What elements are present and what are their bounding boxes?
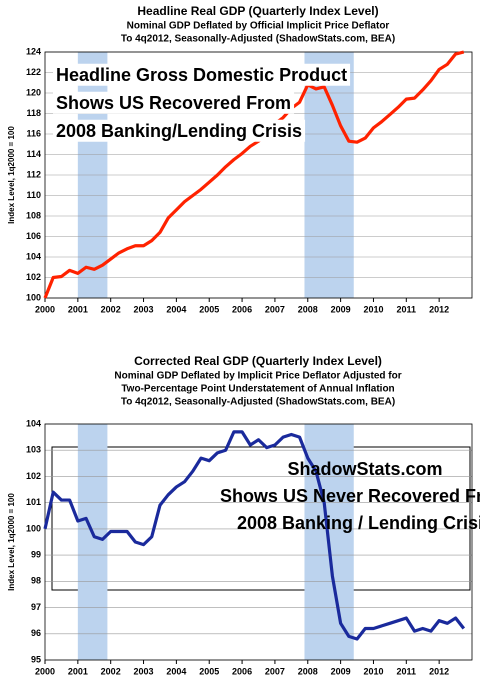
annotation: Headline Gross Domestic Product bbox=[56, 65, 347, 85]
y-tick-label: 112 bbox=[26, 169, 41, 179]
y-tick-label: 102 bbox=[26, 471, 41, 481]
y-tick-label: 102 bbox=[26, 272, 41, 282]
x-tick-label: 2000 bbox=[35, 666, 55, 676]
data-line bbox=[43, 50, 465, 299]
x-tick-label: 2007 bbox=[265, 666, 285, 676]
x-tick-label: 2004 bbox=[166, 304, 186, 314]
y-tick-label: 104 bbox=[26, 251, 41, 261]
y-tick-label: 106 bbox=[26, 231, 41, 241]
x-tick-label: 2011 bbox=[397, 666, 417, 676]
chart-title: Corrected Real GDP (Quarterly Index Leve… bbox=[134, 354, 382, 368]
annotation: ShadowStats.com bbox=[287, 459, 442, 479]
y-tick-label: 96 bbox=[31, 628, 41, 638]
x-tick-label: 2012 bbox=[429, 304, 449, 314]
y-tick-label: 100 bbox=[26, 292, 41, 302]
annotation: Shows US Never Recovered From bbox=[220, 486, 480, 506]
y-tick-label: 95 bbox=[31, 654, 41, 664]
x-tick-label: 2008 bbox=[298, 666, 318, 676]
x-tick-label: 2010 bbox=[363, 666, 383, 676]
annotation-bg bbox=[53, 63, 351, 86]
x-tick-label: 2004 bbox=[166, 666, 186, 676]
annotation: Shows US Recovered From bbox=[56, 93, 291, 113]
chart-title: Headline Real GDP (Quarterly Index Level… bbox=[137, 4, 378, 18]
chart-subtitle: To 4q2012, Seasonally-Adjusted (ShadowSt… bbox=[121, 397, 395, 408]
chart-subtitle: Two-Percentage Point Understatement of A… bbox=[121, 384, 394, 395]
x-tick-label: 2003 bbox=[134, 666, 154, 676]
chart-subtitle: Nominal GDP Deflated by Official Implici… bbox=[127, 21, 390, 32]
x-tick-label: 2002 bbox=[101, 666, 121, 676]
y-tick-label: 110 bbox=[26, 190, 41, 200]
y-tick-label: 98 bbox=[31, 576, 41, 586]
x-tick-label: 2006 bbox=[232, 304, 252, 314]
chart-subtitle: Nominal GDP Deflated by Implicit Price D… bbox=[114, 371, 401, 382]
x-tick-label: 2003 bbox=[134, 304, 154, 314]
x-tick-label: 2006 bbox=[232, 666, 252, 676]
y-tick-label: 118 bbox=[26, 108, 41, 118]
y-tick-label: 120 bbox=[26, 87, 41, 97]
x-tick-label: 2005 bbox=[199, 304, 219, 314]
x-tick-label: 2000 bbox=[35, 304, 55, 314]
x-tick-label: 2007 bbox=[265, 304, 285, 314]
y-tick-label: 100 bbox=[26, 523, 41, 533]
y-tick-label: 116 bbox=[26, 128, 41, 138]
annotation-box bbox=[51, 446, 471, 591]
annotation-bg bbox=[53, 119, 306, 142]
y-tick-label: 122 bbox=[26, 67, 41, 77]
y-tick-label: 101 bbox=[26, 497, 41, 507]
data-line bbox=[43, 430, 466, 641]
x-tick-label: 2001 bbox=[68, 304, 88, 314]
y-tick-label: 104 bbox=[26, 418, 41, 428]
x-tick-label: 2010 bbox=[363, 304, 383, 314]
y-axis-label: Index Level, 1q2000 = 100 bbox=[7, 493, 16, 591]
y-tick-label: 124 bbox=[26, 46, 41, 56]
x-tick-label: 2009 bbox=[331, 304, 351, 314]
x-tick-label: 2005 bbox=[199, 666, 219, 676]
annotation-bg bbox=[53, 91, 295, 114]
y-axis-label: Index Level, 1q2000 = 100 bbox=[7, 126, 16, 224]
plot-frame bbox=[44, 51, 473, 299]
annotation: 2008 Banking/Lending Crisis bbox=[56, 121, 302, 141]
y-tick-label: 103 bbox=[26, 445, 41, 455]
x-tick-label: 2008 bbox=[298, 304, 318, 314]
x-tick-label: 2001 bbox=[68, 666, 88, 676]
x-tick-label: 2011 bbox=[397, 304, 417, 314]
y-tick-label: 99 bbox=[31, 549, 41, 559]
x-tick-label: 2002 bbox=[101, 304, 121, 314]
shaded-period bbox=[77, 424, 108, 660]
chart-subtitle: To 4q2012, Seasonally-Adjusted (ShadowSt… bbox=[121, 34, 395, 45]
y-tick-label: 108 bbox=[26, 210, 41, 220]
plot-frame bbox=[44, 423, 473, 661]
x-tick-label: 2012 bbox=[429, 666, 449, 676]
x-tick-label: 2009 bbox=[331, 666, 351, 676]
annotation: 2008 Banking / Lending Crisis bbox=[237, 513, 480, 533]
y-tick-label: 97 bbox=[31, 602, 41, 612]
y-tick-label: 114 bbox=[26, 149, 41, 159]
